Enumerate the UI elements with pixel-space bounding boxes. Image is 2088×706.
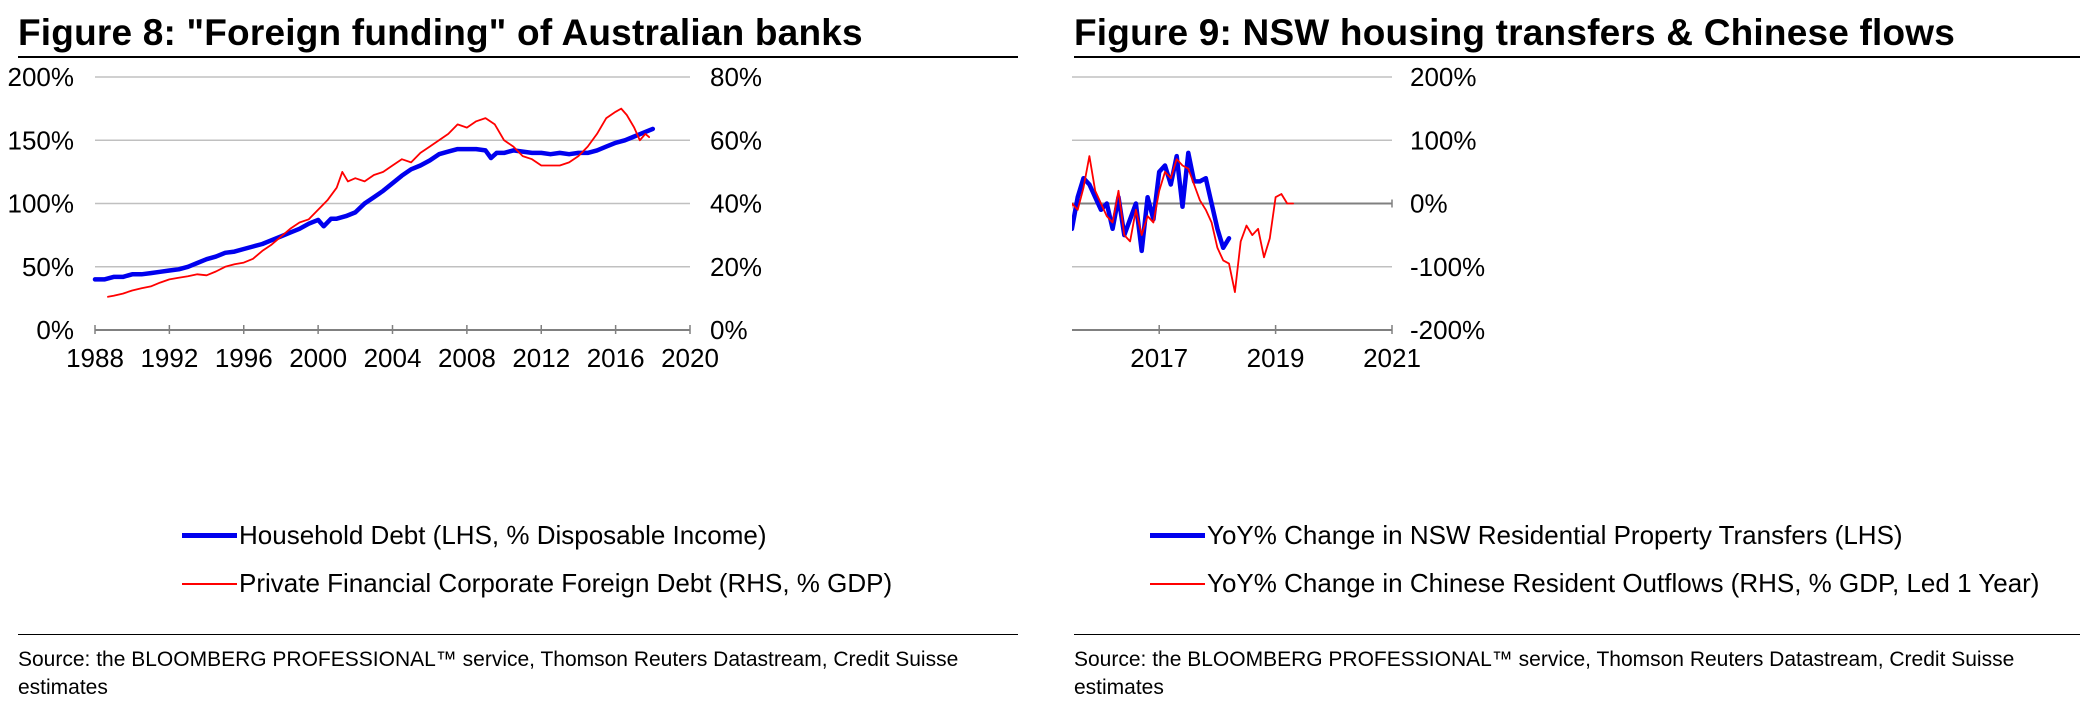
figure-9-panel: Figure 9: NSW housing transfers & Chines… <box>1072 0 2088 706</box>
legend-swatch-foreign-debt <box>182 582 237 585</box>
x-tick-label: 1988 <box>66 343 124 373</box>
y-right-tick-label: -100% <box>1410 252 1485 282</box>
legend-label-foreign-debt: Private Financial Corporate Foreign Debt… <box>239 568 893 598</box>
x-tick-label: 2000 <box>289 343 347 373</box>
x-tick-label: 2019 <box>1247 343 1305 373</box>
y-right-tick-label: -200% <box>1410 315 1485 345</box>
y-left-tick-label: 200% <box>8 62 75 92</box>
legend-swatch-nsw-transfers <box>1150 533 1205 538</box>
figure-8-source-rule <box>18 634 1018 635</box>
x-tick-label: 2012 <box>512 343 570 373</box>
legend-swatch-household-debt <box>182 533 237 538</box>
x-tick-label: 2017 <box>1130 343 1188 373</box>
y-right-tick-label: 20% <box>710 252 762 282</box>
legend-label-chinese-outflows: YoY% Change in Chinese Resident Outflows… <box>1207 568 2040 598</box>
x-tick-label: 2004 <box>364 343 422 373</box>
y-left-tick-label: 150% <box>8 125 75 155</box>
x-tick-label: 1996 <box>215 343 273 373</box>
x-tick-label: 1992 <box>140 343 198 373</box>
series-line-rhs <box>1072 155 1294 293</box>
legend-item-chinese-outflows: YoY% Change in Chinese Resident Outflows… <box>1150 568 2039 599</box>
series-line-lhs <box>92 126 656 282</box>
x-tick-label: 2008 <box>438 343 496 373</box>
legend-label-nsw-transfers: YoY% Change in NSW Residential Property … <box>1207 520 1903 550</box>
figure-8-chart: 200% 80%150% 60%100% 40%50% 20%0% 0%1988 1992 1… <box>8 62 763 373</box>
y-left-tick-label: 0% <box>36 315 74 345</box>
y-right-tick-label: 40% <box>710 189 762 219</box>
figure-8-title-rule <box>18 56 1018 58</box>
figure-8-title: Figure 8: "Foreign funding" of Australia… <box>18 12 863 53</box>
y-left-tick-label: 100% <box>8 189 75 219</box>
y-right-tick-label: 200% <box>1410 62 1477 92</box>
y-left-tick-label: 50% <box>22 252 74 282</box>
figure-9-source: Source: the BLOOMBERG PROFESSIONAL™ serv… <box>1074 648 2015 699</box>
legend-item-foreign-debt: Private Financial Corporate Foreign Debt… <box>182 568 892 599</box>
y-right-tick-label: 0% <box>710 315 748 345</box>
figure-9-title-rule <box>1074 56 2080 58</box>
legend-label-household-debt: Household Debt (LHS, % Disposable Income… <box>239 520 767 550</box>
legend-swatch-chinese-outflows <box>1150 582 1205 585</box>
x-tick-label: 2016 <box>587 343 645 373</box>
y-right-tick-label: 80% <box>710 62 762 92</box>
legend-item-nsw-transfers: YoY% Change in NSW Residential Property … <box>1150 520 1903 551</box>
figure-9-title: Figure 9: NSW housing transfers & Chines… <box>1074 12 1956 53</box>
figure-9-source-rule <box>1074 634 2080 635</box>
legend-item-household-debt: Household Debt (LHS, % Disposable Income… <box>182 520 766 551</box>
figure-9-chart: 40%200%20%100%0%0%-20%-100%-40%-200%2011… <box>1072 62 1485 373</box>
figure-8-panel: Figure 8: "Foreign funding" of Australia… <box>0 0 1040 706</box>
x-tick-label: 2021 <box>1363 343 1421 373</box>
figure-8-source: Source: the BLOOMBERG PROFESSIONAL™ serv… <box>18 648 959 699</box>
y-right-tick-label: 0% <box>1410 189 1448 219</box>
series-line-lhs <box>1072 150 1232 254</box>
y-right-tick-label: 100% <box>1410 125 1477 155</box>
series-line-rhs <box>107 107 650 298</box>
x-tick-label: 2020 <box>661 343 719 373</box>
y-right-tick-label: 60% <box>710 125 762 155</box>
